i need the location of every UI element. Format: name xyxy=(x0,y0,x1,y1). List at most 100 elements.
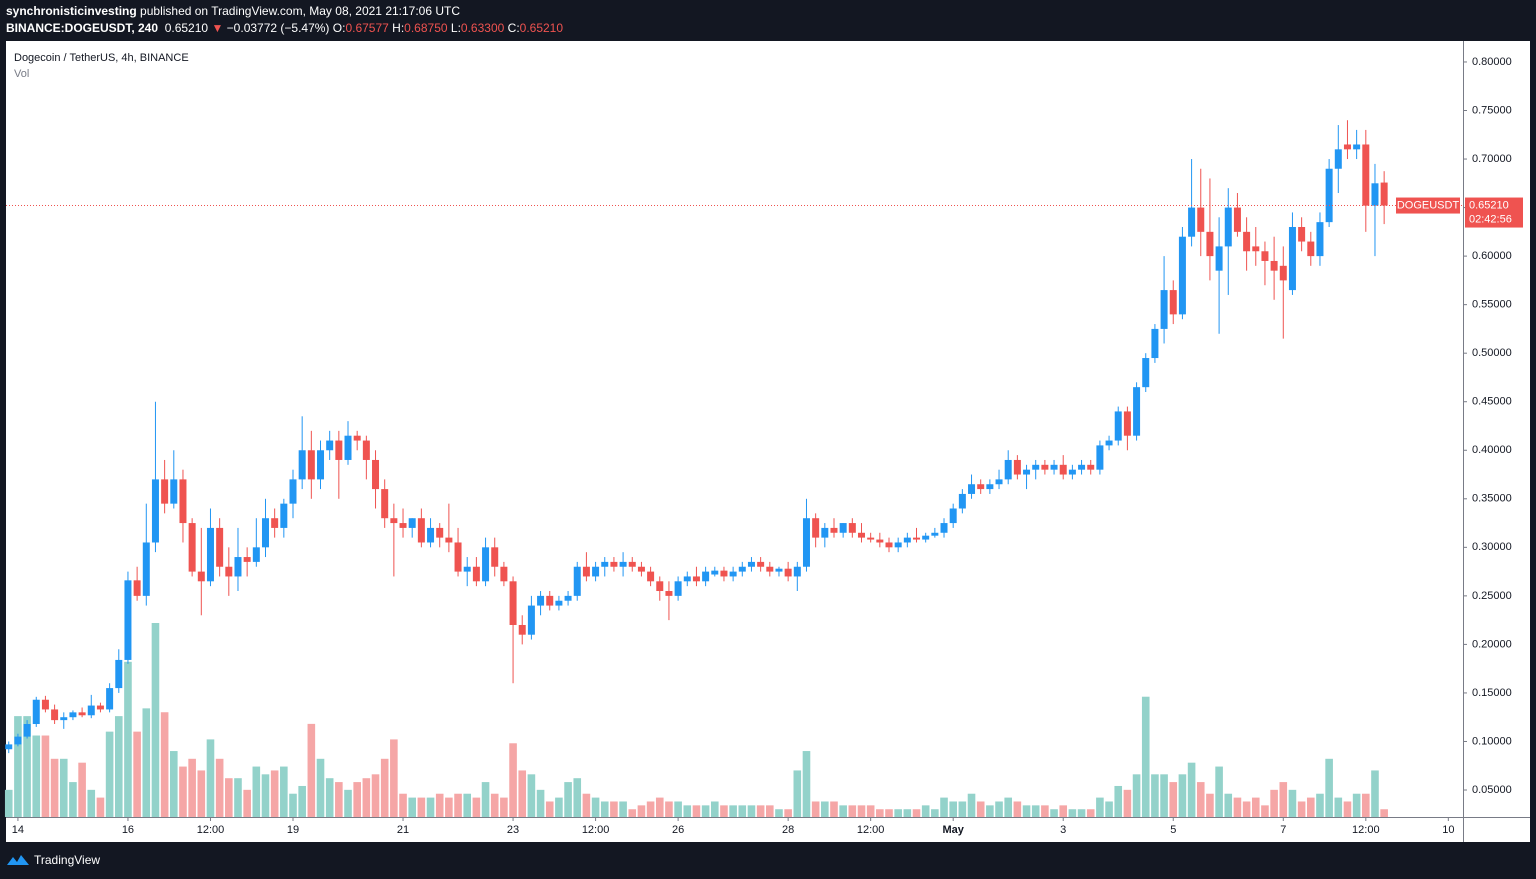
volume-bar xyxy=(234,778,242,817)
candle-body xyxy=(537,595,545,606)
candle-body xyxy=(1362,144,1370,206)
candle-body xyxy=(747,561,755,567)
volume-bar xyxy=(1068,809,1077,817)
volume-bar xyxy=(69,782,77,817)
candle-body xyxy=(1133,387,1141,436)
candle-body xyxy=(1215,246,1223,271)
candle-body xyxy=(802,518,810,567)
x-tick-label: 19 xyxy=(287,824,299,836)
volume-bar xyxy=(325,778,334,817)
candle-body xyxy=(289,479,297,504)
volume-bar xyxy=(1141,696,1150,817)
volume-title: Vol xyxy=(14,68,29,80)
candle-body xyxy=(23,724,31,737)
volume-bar xyxy=(591,797,600,817)
volume-bar xyxy=(821,801,829,817)
countdown-label: 02:42:56 xyxy=(1469,213,1512,225)
candle-body xyxy=(1343,144,1351,150)
volume-bar xyxy=(114,716,123,817)
volume-bar xyxy=(1362,793,1370,817)
x-tick-label: 12:00 xyxy=(582,824,610,836)
candle-body xyxy=(848,523,856,533)
volume-bar xyxy=(298,785,306,817)
volume-bar xyxy=(857,805,866,817)
candle-body xyxy=(161,479,169,504)
volume-bar xyxy=(637,805,646,817)
volume-bar xyxy=(866,805,875,817)
volume-bar xyxy=(802,751,811,817)
volume-bar xyxy=(683,805,692,817)
volume-bar xyxy=(454,793,462,817)
candle-body xyxy=(986,484,994,490)
candle-body xyxy=(876,539,884,543)
publisher[interactable]: synchronisticinvesting xyxy=(6,4,137,18)
candle-body xyxy=(14,736,22,745)
candle-body xyxy=(1123,411,1131,436)
candle-body xyxy=(931,532,939,536)
candle-body xyxy=(1197,207,1205,232)
candle-body xyxy=(894,542,902,548)
candle-body xyxy=(106,688,114,710)
volume-bar xyxy=(87,789,96,817)
y-tick-label: 0.60000 xyxy=(1472,250,1512,262)
candle-body xyxy=(555,600,563,606)
volume-bar xyxy=(848,805,857,817)
x-tick-label: 23 xyxy=(507,824,519,836)
x-tick-label: 12:00 xyxy=(857,824,885,836)
candle-body xyxy=(913,537,921,540)
volume-bar xyxy=(426,797,435,817)
candle-body xyxy=(51,709,59,721)
volume-bar xyxy=(1297,801,1306,817)
x-tick-label: 12:00 xyxy=(1352,824,1380,836)
volume-bar xyxy=(1041,805,1049,817)
volume-bar xyxy=(1270,789,1278,817)
candle-body xyxy=(78,712,86,716)
candle-body xyxy=(1004,459,1012,480)
candle-body xyxy=(757,561,765,567)
volume-bar xyxy=(197,770,206,817)
candle-body xyxy=(1233,207,1241,232)
candle-body xyxy=(381,489,389,519)
chart-panel xyxy=(6,41,1530,842)
volume-bar xyxy=(1334,797,1343,817)
candle-body xyxy=(1013,459,1021,475)
candle-body xyxy=(1151,328,1159,359)
candle-body xyxy=(1114,411,1122,441)
candle-body xyxy=(1050,464,1058,470)
volume-bar xyxy=(1325,758,1333,817)
volume-bar xyxy=(628,809,637,817)
symbol: BINANCE:DOGEUSDT, 240 xyxy=(6,21,159,35)
volume-bar xyxy=(1343,801,1352,817)
volume-bar xyxy=(490,793,499,817)
candle-body xyxy=(775,568,783,572)
volume-bar xyxy=(151,623,160,817)
volume-bar xyxy=(555,797,563,817)
candle-body xyxy=(601,561,609,567)
volume-bar xyxy=(96,797,105,817)
candle-body xyxy=(482,547,490,582)
candle-body xyxy=(1353,144,1361,150)
brand[interactable]: TradingView xyxy=(34,853,101,867)
y-tick-label: 0.80000 xyxy=(1472,56,1512,68)
candle-body xyxy=(1298,226,1306,242)
y-tick-label: 0.20000 xyxy=(1472,638,1512,650)
candle-body xyxy=(1068,469,1076,475)
volume-bar xyxy=(1004,797,1013,817)
volume-bar xyxy=(692,805,701,817)
candle-body xyxy=(592,566,600,577)
candle-body xyxy=(1307,241,1315,257)
candle-body xyxy=(720,570,728,577)
candle-body xyxy=(968,484,976,494)
volume-bar xyxy=(179,766,187,817)
volume-bar xyxy=(500,797,508,817)
candle-body xyxy=(133,580,141,596)
volume-bar xyxy=(261,774,270,817)
volume-bar xyxy=(1077,809,1086,817)
change: −0.03772 (−5.47%) xyxy=(226,21,330,35)
candle-body xyxy=(647,571,655,582)
volume-bar xyxy=(811,801,820,817)
candle-body xyxy=(206,527,214,582)
candle-body xyxy=(445,537,453,543)
volume-bar xyxy=(582,793,591,817)
candle-body xyxy=(1261,251,1269,261)
